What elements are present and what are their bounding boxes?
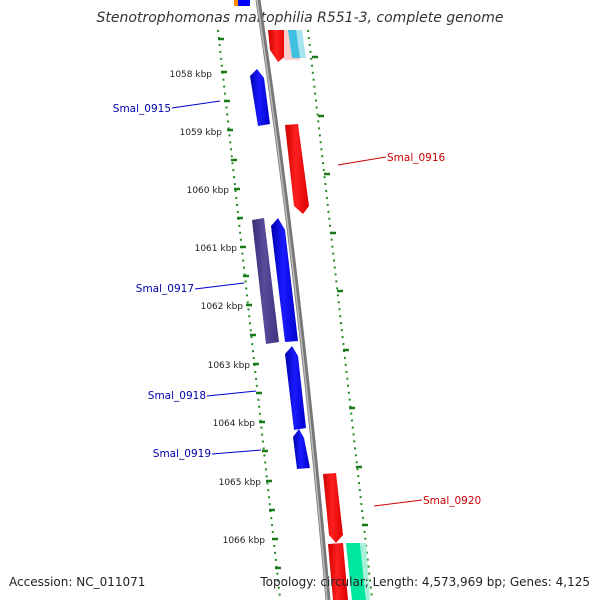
gene-arrow-smal-0915 [250, 69, 270, 126]
gene-label-smal-0917[interactable]: Smal_0917 [136, 283, 194, 295]
leader-line-smal-0919 [211, 449, 262, 455]
gene-label-smal-0916[interactable]: Smal_0916 [387, 152, 446, 164]
leader-line-smal-0918 [206, 390, 257, 397]
tick-label: 1063 kbp [208, 361, 251, 371]
gene-arrow-smal-0916 [285, 124, 309, 214]
tick-marks-right [312, 55, 368, 527]
gc-content-track-left [217, 29, 281, 599]
gene-arrow-smal-0919 [293, 429, 310, 469]
tick-label: 1060 kbp [187, 186, 230, 196]
topology-text: Topology: circular; Length: 4,573,969 bp… [260, 575, 590, 589]
tick-label: 1061 kbp [195, 244, 238, 254]
tick-marks-left [218, 37, 281, 570]
tick-label: 1058 kbp [170, 70, 213, 80]
gene-label-smal-0919[interactable]: Smal_0919 [153, 448, 211, 460]
backbone [255, 0, 331, 600]
tick-label: 1059 kbp [180, 128, 223, 138]
partial-gene-red-top [268, 30, 287, 62]
partial-gene-blue-top [238, 0, 250, 6]
tick-label: 1066 kbp [223, 536, 266, 546]
gene-arrow-smal-0917 [252, 218, 279, 344]
map-title: Stenotrophomonas maltophilia R551-3, com… [96, 10, 504, 26]
leader-line-smal-0917 [194, 282, 245, 290]
gene-arrow-smal-0920 [323, 473, 343, 543]
leader-line-smal-0920 [373, 499, 423, 507]
gene-arrow-smal-0917-pair [271, 218, 298, 342]
gene-label-smal-0920[interactable]: Smal_0920 [423, 495, 481, 507]
gc-content-track-right [307, 29, 373, 599]
partial-gene-green-bottom [346, 543, 366, 600]
partial-gene-red-bottom [328, 543, 348, 600]
gene-label-smal-0915[interactable]: Smal_0915 [113, 103, 171, 115]
tick-label: 1065 kbp [219, 478, 262, 488]
tick-label: 1062 kbp [201, 302, 244, 312]
leader-line-smal-0916 [337, 156, 387, 166]
accession-text: Accession: NC_011071 [9, 575, 146, 589]
gene-label-smal-0918[interactable]: Smal_0918 [148, 390, 206, 402]
partial-gene-orange [234, 0, 239, 6]
gene-arrow-smal-0918 [285, 346, 306, 430]
tick-label: 1064 kbp [213, 419, 256, 429]
leader-line-smal-0915 [171, 100, 221, 109]
